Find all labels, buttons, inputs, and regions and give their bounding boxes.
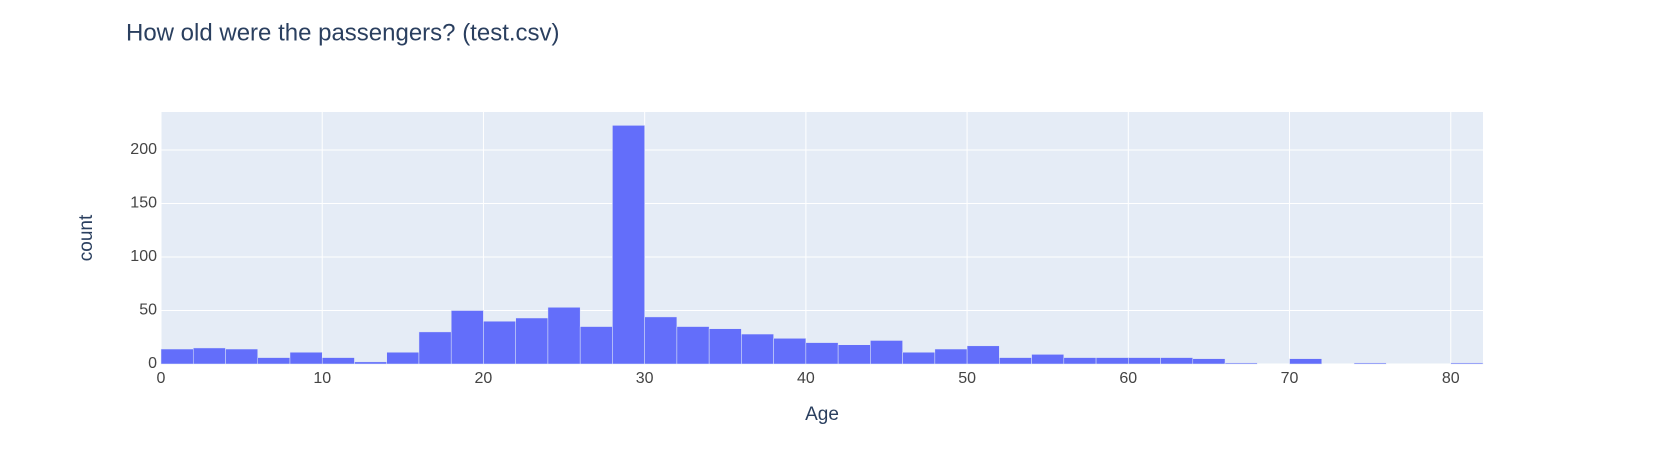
- bar: [547, 307, 581, 365]
- y-tick-label: 0: [148, 355, 157, 372]
- bar: [321, 357, 355, 365]
- bar: [160, 348, 194, 365]
- bar: [741, 333, 774, 365]
- bar: [386, 351, 420, 365]
- bar: [1095, 357, 1129, 365]
- bar: [289, 351, 323, 365]
- chart-title: How old were the passengers? (test.csv): [126, 19, 560, 46]
- bar: [934, 348, 968, 365]
- bar: [450, 310, 484, 365]
- bar: [966, 345, 1000, 365]
- bar: [612, 125, 645, 365]
- bar: [1450, 362, 1484, 365]
- bar: [192, 347, 226, 365]
- bar: [1192, 358, 1226, 365]
- bar: [644, 316, 678, 365]
- bar: [676, 326, 710, 365]
- x-tick-label: 10: [313, 370, 331, 387]
- x-axis-label: Age: [805, 404, 839, 425]
- x-tick-label: 70: [1281, 370, 1299, 387]
- bar: [1224, 362, 1258, 365]
- bar: [1128, 357, 1161, 365]
- bar: [1160, 357, 1194, 365]
- x-tick-label: 20: [475, 370, 493, 387]
- bar: [225, 348, 258, 365]
- bar: [1031, 354, 1065, 365]
- y-axis-label: count: [76, 214, 97, 261]
- bar: [870, 340, 903, 365]
- bar: [1289, 358, 1323, 365]
- bar: [354, 361, 387, 365]
- x-tick-label: 50: [958, 370, 976, 387]
- x-tick-label: 60: [1119, 370, 1137, 387]
- bar: [1353, 362, 1387, 365]
- bar: [708, 328, 742, 365]
- bar: [773, 338, 807, 365]
- y-tick-label: 200: [130, 141, 157, 158]
- bar: [837, 344, 871, 365]
- y-tick-label: 100: [130, 248, 157, 265]
- bar: [999, 357, 1032, 365]
- y-tick-label: 150: [130, 195, 157, 212]
- bar: [902, 351, 936, 365]
- x-tick-label: 40: [797, 370, 815, 387]
- x-tick-label: 30: [636, 370, 654, 387]
- x-tick-label: 0: [157, 370, 166, 387]
- bar: [257, 357, 291, 365]
- x-tick-label: 80: [1442, 370, 1460, 387]
- bar: [483, 320, 516, 365]
- bar: [579, 326, 613, 365]
- plot-background: [161, 112, 1483, 364]
- bar: [805, 342, 839, 365]
- bar: [515, 317, 549, 365]
- y-tick-label: 50: [139, 302, 157, 319]
- bar: [1063, 357, 1097, 365]
- bar: [418, 331, 452, 365]
